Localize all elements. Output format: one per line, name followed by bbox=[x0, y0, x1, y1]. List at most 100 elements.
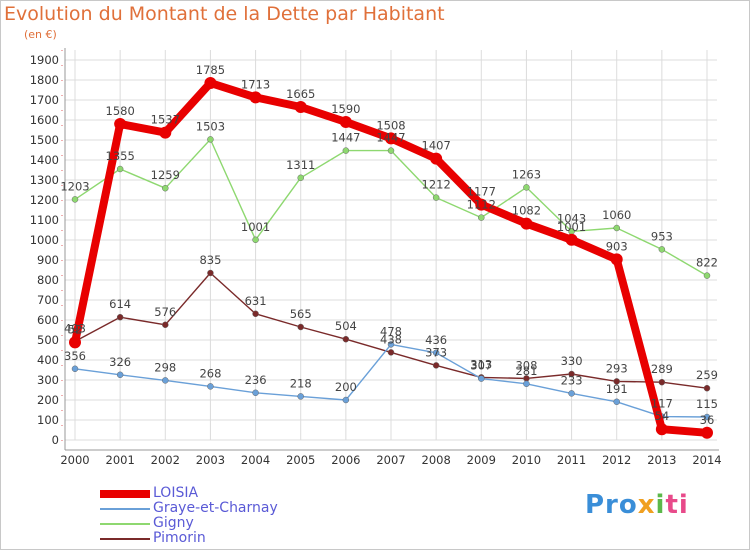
y-tick-label: 1200 bbox=[30, 193, 59, 207]
x-tick-label: 2005 bbox=[286, 453, 315, 467]
data-point bbox=[342, 396, 350, 404]
data-point bbox=[207, 136, 214, 143]
data-point bbox=[613, 398, 620, 406]
data-point bbox=[159, 126, 172, 139]
data-point bbox=[658, 246, 666, 253]
legend-label: LOISIA bbox=[153, 485, 199, 501]
data-label: 200 bbox=[335, 380, 357, 394]
data-label: 52 bbox=[68, 322, 83, 336]
data-label: 1355 bbox=[106, 149, 135, 163]
proxiti-logo: Proxiti bbox=[585, 490, 689, 520]
data-point bbox=[703, 384, 711, 392]
data-point bbox=[387, 349, 395, 356]
data-point bbox=[71, 196, 79, 203]
data-point bbox=[432, 194, 440, 201]
y-tick-label: 1900 bbox=[30, 53, 59, 67]
data-label: 115 bbox=[696, 397, 718, 411]
legend-label: Graye-et-Charnay bbox=[153, 500, 278, 516]
data-label: 268 bbox=[199, 366, 221, 380]
data-point bbox=[297, 174, 304, 182]
data-point bbox=[342, 335, 350, 343]
y-tick-label: 200 bbox=[37, 393, 59, 407]
data-point bbox=[613, 224, 620, 232]
data-label: 54 bbox=[655, 409, 670, 423]
data-point bbox=[252, 389, 259, 397]
data-point bbox=[703, 413, 711, 421]
data-label: 293 bbox=[606, 361, 628, 375]
data-label: 356 bbox=[64, 349, 86, 363]
data-point bbox=[613, 378, 620, 385]
x-tick-label: 2004 bbox=[241, 453, 270, 467]
data-label: 218 bbox=[290, 376, 312, 390]
y-tick-label: 800 bbox=[37, 273, 59, 287]
data-label: 1447 bbox=[331, 131, 360, 145]
y-tick-label: 900 bbox=[37, 253, 59, 267]
x-tick-label: 2002 bbox=[151, 453, 180, 467]
data-label: 1713 bbox=[241, 77, 270, 91]
legend-swatch bbox=[100, 508, 150, 510]
data-label: 1001 bbox=[241, 220, 270, 234]
data-point bbox=[478, 214, 485, 221]
data-point bbox=[252, 236, 259, 244]
legend-swatch bbox=[100, 523, 150, 525]
y-tick-label: 100 bbox=[37, 413, 59, 427]
y-tick-label: 1800 bbox=[30, 73, 59, 87]
y-tick-label: 300 bbox=[37, 373, 59, 387]
data-label: 953 bbox=[651, 229, 673, 243]
data-label: 631 bbox=[245, 294, 267, 308]
data-label: 259 bbox=[696, 368, 718, 382]
data-point bbox=[207, 383, 214, 390]
data-point bbox=[655, 423, 668, 436]
data-point bbox=[523, 380, 530, 388]
data-point bbox=[114, 118, 127, 130]
data-label: 307 bbox=[470, 359, 492, 373]
data-label: 1508 bbox=[376, 118, 405, 132]
data-label: 1537 bbox=[151, 113, 180, 127]
y-tick-label: 1600 bbox=[30, 113, 59, 127]
y-tick-label: 500 bbox=[37, 333, 59, 347]
data-point bbox=[568, 370, 575, 378]
data-point bbox=[294, 101, 307, 113]
data-label: 1082 bbox=[512, 204, 541, 218]
data-point bbox=[71, 365, 79, 373]
data-point bbox=[162, 184, 169, 192]
data-label: 822 bbox=[696, 256, 718, 270]
data-point bbox=[204, 77, 217, 89]
data-point bbox=[116, 165, 124, 173]
data-point bbox=[116, 313, 124, 321]
y-tick-label: 1400 bbox=[30, 153, 59, 167]
x-tick-label: 2007 bbox=[376, 453, 405, 467]
data-point bbox=[658, 378, 666, 386]
data-point bbox=[432, 349, 440, 357]
x-tick-label: 2014 bbox=[692, 453, 721, 467]
data-label: 1785 bbox=[196, 63, 225, 77]
x-tick-label: 2011 bbox=[557, 453, 586, 467]
data-label: 1665 bbox=[286, 87, 315, 101]
data-point bbox=[207, 269, 214, 277]
data-label: 313 bbox=[470, 357, 492, 371]
data-label: 1177 bbox=[467, 185, 496, 199]
data-point bbox=[565, 233, 578, 246]
legend-swatch bbox=[100, 538, 150, 540]
legend-label: Gigny bbox=[153, 515, 194, 531]
data-point bbox=[116, 371, 124, 379]
y-tick-label: 1500 bbox=[30, 133, 59, 147]
data-label: 1259 bbox=[151, 168, 180, 182]
data-label: 330 bbox=[561, 354, 583, 368]
data-point bbox=[385, 132, 397, 145]
data-point bbox=[475, 198, 488, 211]
x-tick-label: 2012 bbox=[602, 453, 631, 467]
data-label: 117 bbox=[651, 397, 673, 411]
y-tick-label: 400 bbox=[37, 353, 59, 367]
data-label: 614 bbox=[109, 297, 131, 311]
data-label: 308 bbox=[515, 358, 537, 372]
data-label: 1407 bbox=[422, 139, 451, 153]
x-tick-label: 2010 bbox=[512, 453, 541, 467]
data-label: 1043 bbox=[557, 211, 586, 225]
data-label: 576 bbox=[154, 305, 176, 319]
x-tick-label: 2013 bbox=[647, 453, 676, 467]
data-label: 1263 bbox=[512, 167, 541, 181]
data-point bbox=[610, 253, 623, 266]
x-tick-label: 2000 bbox=[60, 453, 89, 467]
